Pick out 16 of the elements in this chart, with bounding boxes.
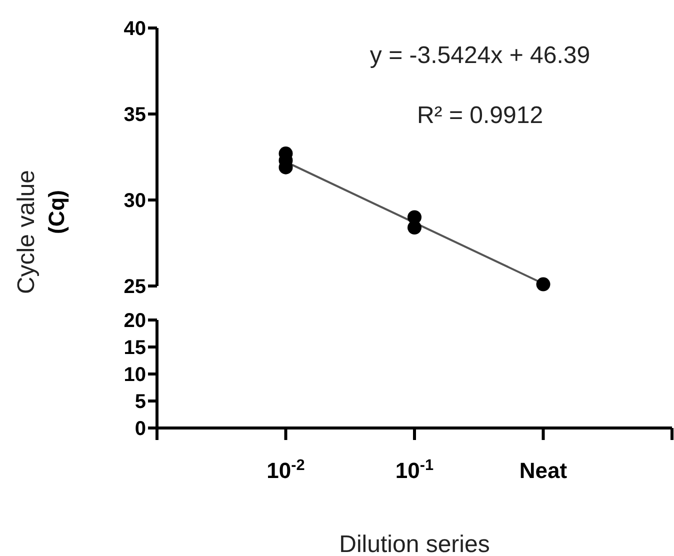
y-axis-title: Cycle value (Cq) — [13, 170, 69, 294]
x-tick-label: Neat — [519, 458, 568, 483]
annotation: y = -3.5424x + 46.39 — [368, 42, 592, 70]
y-tick-label: 10 — [124, 364, 146, 386]
x-axis-title: Dilution series — [339, 531, 490, 556]
y-tick-label: 40 — [124, 18, 146, 40]
y-tick-label: 20 — [124, 310, 146, 332]
x-tick-label: 10$^{-1}$ — [395, 456, 434, 483]
y-tick-label: 15 — [124, 337, 146, 360]
y-tick-label: 25 — [124, 276, 146, 298]
y-tick-label: 0 — [134, 418, 146, 440]
y-tick-label: 35 — [124, 104, 146, 126]
x-tick-label: 10$^{-2}$ — [266, 456, 305, 483]
y-tick-label: 30 — [124, 190, 146, 212]
annotation: R² = 0.9912 — [416, 102, 544, 130]
y-tick-label: 5 — [134, 391, 146, 414]
